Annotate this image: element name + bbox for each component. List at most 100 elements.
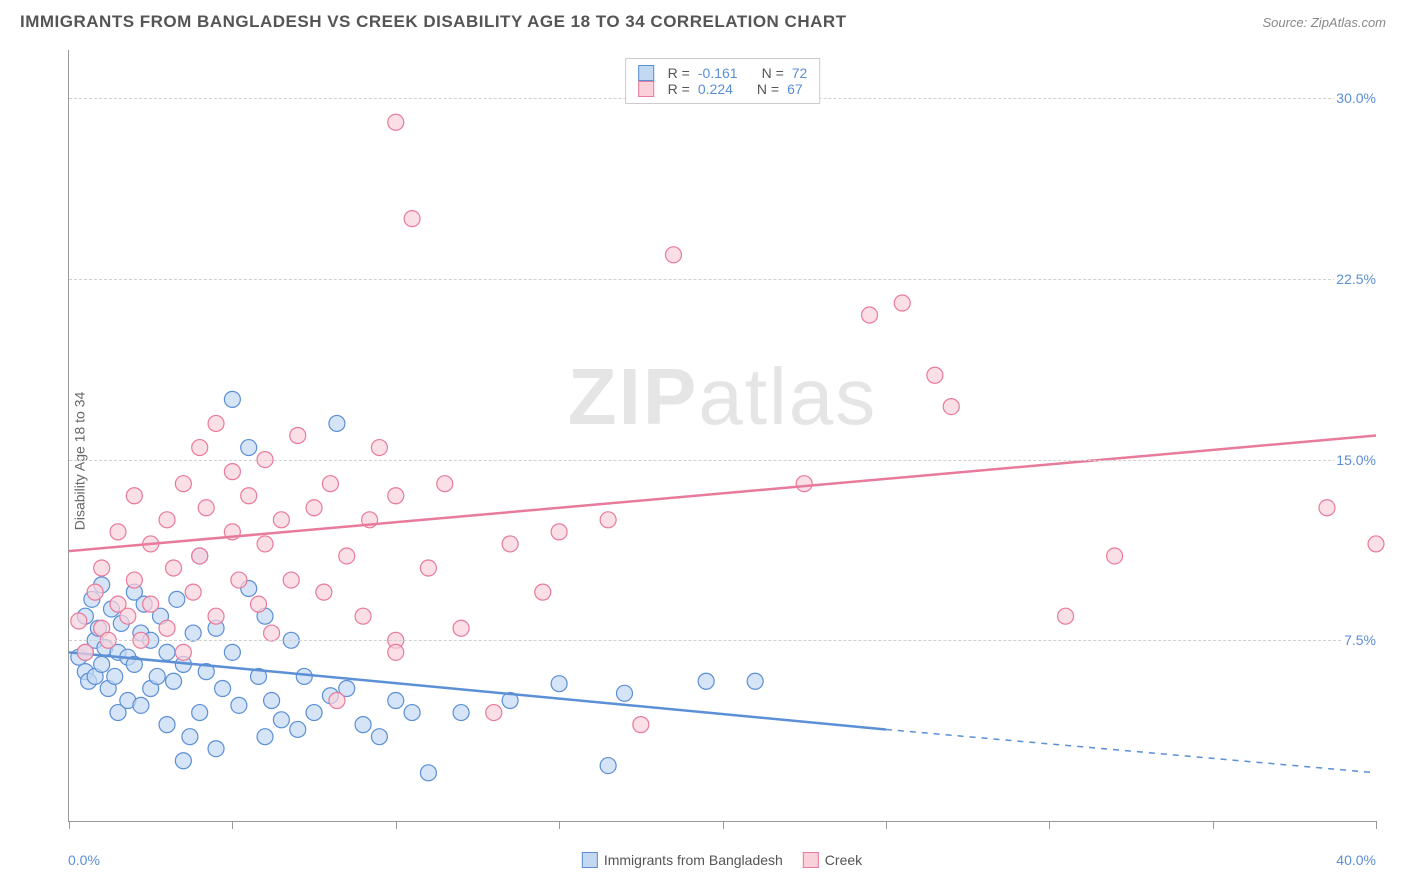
r-value-1: -0.161 — [698, 65, 738, 81]
data-point — [71, 613, 87, 629]
data-point — [339, 548, 355, 564]
data-point — [87, 584, 103, 600]
trend-line — [69, 652, 886, 729]
legend-item-1: Immigrants from Bangladesh — [582, 852, 783, 868]
data-point — [616, 685, 632, 701]
data-point — [551, 676, 567, 692]
legend-label-2: Creek — [825, 852, 862, 868]
data-point — [486, 705, 502, 721]
data-point — [257, 729, 273, 745]
data-point — [273, 512, 289, 528]
data-point — [208, 415, 224, 431]
data-point — [404, 211, 420, 227]
x-tick — [69, 821, 70, 829]
chart-container: Disability Age 18 to 34 ZIPatlas R = -0.… — [20, 50, 1386, 872]
data-point — [371, 440, 387, 456]
n-label-2: N = — [757, 81, 779, 97]
data-point — [241, 440, 257, 456]
data-point — [149, 668, 165, 684]
r-value-2: 0.224 — [698, 81, 733, 97]
x-tick — [559, 821, 560, 829]
r-label-1: R = — [668, 65, 690, 81]
x-tick — [1376, 821, 1377, 829]
data-point — [927, 367, 943, 383]
data-point — [535, 584, 551, 600]
data-point — [126, 572, 142, 588]
data-point — [185, 625, 201, 641]
data-point — [126, 488, 142, 504]
legend-item-2: Creek — [803, 852, 862, 868]
data-point — [251, 596, 267, 612]
data-point — [437, 476, 453, 492]
data-point — [388, 693, 404, 709]
grid-line — [69, 460, 1376, 461]
x-tick — [1213, 821, 1214, 829]
legend-swatch-pink — [803, 852, 819, 868]
data-point — [322, 476, 338, 492]
data-point — [371, 729, 387, 745]
data-point — [215, 680, 231, 696]
data-point — [1107, 548, 1123, 564]
data-point — [420, 560, 436, 576]
data-point — [77, 644, 93, 660]
data-point — [231, 572, 247, 588]
data-point — [175, 476, 191, 492]
data-point — [169, 591, 185, 607]
grid-line — [69, 279, 1376, 280]
data-point — [159, 717, 175, 733]
data-point — [453, 705, 469, 721]
data-point — [166, 560, 182, 576]
data-point — [355, 608, 371, 624]
data-point — [283, 572, 299, 588]
bottom-legend: Immigrants from Bangladesh Creek — [582, 852, 862, 868]
data-point — [208, 741, 224, 757]
data-point — [453, 620, 469, 636]
y-tick-label: 15.0% — [1334, 452, 1378, 468]
x-tick — [886, 821, 887, 829]
x-min-label: 0.0% — [68, 852, 100, 868]
data-point — [175, 644, 191, 660]
swatch-blue — [638, 65, 654, 81]
data-point — [600, 512, 616, 528]
data-point — [192, 548, 208, 564]
data-point — [192, 440, 208, 456]
n-label-1: N = — [762, 65, 784, 81]
data-point — [1319, 500, 1335, 516]
data-point — [94, 656, 110, 672]
data-point — [110, 524, 126, 540]
title-bar: IMMIGRANTS FROM BANGLADESH VS CREEK DISA… — [0, 0, 1406, 40]
data-point — [943, 399, 959, 415]
n-value-1: 72 — [792, 65, 808, 81]
stats-row-1: R = -0.161 N = 72 — [638, 65, 808, 81]
x-tick — [396, 821, 397, 829]
data-point — [355, 717, 371, 733]
data-point — [120, 608, 136, 624]
data-point — [862, 307, 878, 323]
data-point — [94, 560, 110, 576]
data-point — [241, 488, 257, 504]
data-point — [316, 584, 332, 600]
data-point — [273, 712, 289, 728]
data-point — [143, 596, 159, 612]
data-point — [231, 697, 247, 713]
y-tick-label: 7.5% — [1342, 632, 1378, 648]
data-point — [290, 428, 306, 444]
data-point — [208, 608, 224, 624]
data-point — [633, 717, 649, 733]
data-point — [192, 705, 208, 721]
data-point — [264, 625, 280, 641]
data-point — [224, 464, 240, 480]
data-point — [388, 644, 404, 660]
y-tick-label: 22.5% — [1334, 271, 1378, 287]
data-point — [198, 500, 214, 516]
data-point — [1058, 608, 1074, 624]
data-point — [329, 693, 345, 709]
data-point — [185, 584, 201, 600]
data-point — [159, 644, 175, 660]
x-tick — [232, 821, 233, 829]
r-label-2: R = — [668, 81, 690, 97]
data-point — [296, 668, 312, 684]
data-point — [182, 729, 198, 745]
data-point — [894, 295, 910, 311]
data-point — [502, 536, 518, 552]
